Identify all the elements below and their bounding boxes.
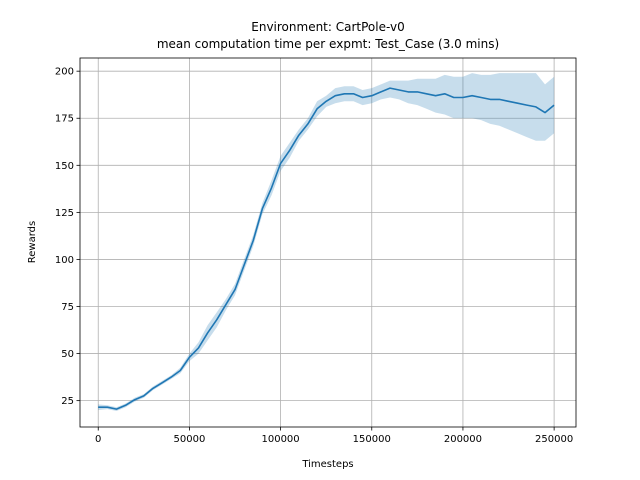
chart-subtitle: mean computation time per expmt: Test_Ca…	[157, 37, 499, 51]
series-line-group	[98, 87, 555, 410]
y-tick-label: 175	[55, 114, 74, 125]
y-tick-label: 150	[55, 161, 74, 172]
x-tick-label: 200000	[444, 434, 482, 445]
x-tick-label: 0	[95, 434, 101, 445]
series-line	[98, 87, 555, 410]
x-tick-label: 150000	[353, 434, 391, 445]
y-tick-label: 25	[61, 396, 74, 407]
chart-title: Environment: CartPole-v0	[251, 20, 404, 34]
y-tick-label: 75	[61, 302, 74, 313]
plot-area-frame	[79, 57, 577, 428]
y-tick-label: 200	[55, 67, 74, 78]
x-tick-label: 250000	[535, 434, 573, 445]
y-tick-label: 50	[61, 349, 74, 360]
y-tick-label: 100	[55, 255, 74, 266]
x-tick-label: 50000	[174, 434, 206, 445]
grid	[80, 58, 576, 427]
x-tick-label: 100000	[261, 434, 299, 445]
y-axis-title: Rewards	[27, 221, 38, 263]
x-axis-title: Timesteps	[301, 459, 353, 470]
y-tick-label: 125	[55, 208, 74, 219]
y-axis: 25 50 75 100 125 150 175 200	[55, 67, 80, 407]
x-axis: 0 50000 100000 150000 200000 250000	[95, 427, 573, 445]
